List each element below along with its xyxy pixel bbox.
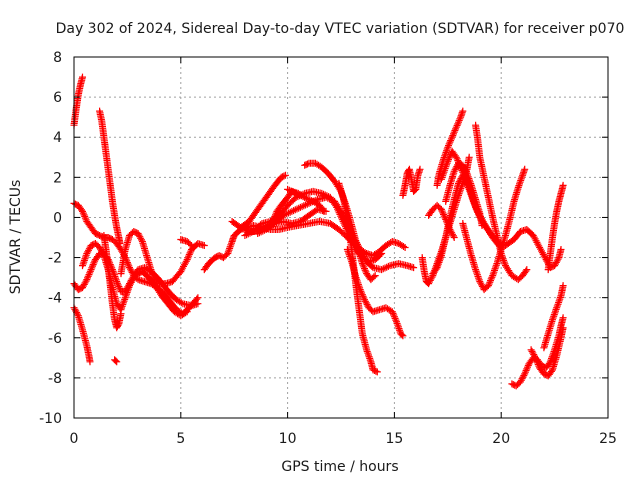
series-arc-9 (117, 228, 208, 288)
chart-title: Day 302 of 2024, Sidereal Day-to-day VTE… (56, 21, 625, 37)
series-markers (111, 356, 121, 366)
x-axis-label: GPS time / hours (281, 459, 398, 475)
series-markers (343, 246, 407, 340)
series-markers (433, 107, 467, 189)
series-arc-15 (254, 205, 330, 237)
series-arc-33 (544, 181, 567, 274)
x-tick-label: 15 (385, 431, 403, 447)
series-markers (540, 282, 567, 352)
y-tick-label: -4 (48, 291, 62, 307)
series-arc-32 (540, 282, 567, 352)
y-tick-label: 6 (53, 90, 62, 106)
series-markers (544, 181, 567, 274)
y-tick-label: -6 (48, 331, 62, 347)
y-tick-label: -2 (48, 251, 62, 267)
y-tick-label: -10 (39, 411, 62, 427)
y-tick-label: 4 (53, 130, 62, 146)
series-arc-7 (100, 232, 125, 332)
series-arc-17 (284, 185, 328, 215)
x-tick-label: 25 (599, 431, 617, 447)
series-arc-6 (96, 107, 124, 247)
x-tick-label: 5 (176, 431, 185, 447)
series-arc-29 (459, 165, 529, 294)
series-markers (237, 171, 289, 231)
y-tick-label: -8 (48, 371, 62, 387)
y-tick-label: 8 (53, 50, 62, 66)
series-markers (459, 165, 529, 294)
series-arc-20 (343, 246, 407, 340)
axis-ticks: 0 5 10 15 20 25 -10 -8 -6 -4 -2 0 2 4 6 8 (39, 50, 617, 447)
series-markers (96, 107, 124, 247)
series-arc-28 (472, 121, 531, 284)
series-arc-21 (399, 165, 424, 199)
series-markers (100, 232, 125, 332)
series-arc-25 (433, 107, 467, 189)
series-arc-13 (237, 171, 289, 231)
x-tick-label: 10 (279, 431, 297, 447)
series-markers (177, 236, 195, 249)
y-tick-label: 0 (53, 210, 62, 226)
series-markers (472, 121, 531, 284)
plot-frame (73, 56, 609, 419)
series-arc-10 (177, 236, 195, 249)
series-markers (284, 185, 328, 215)
series-markers (254, 205, 330, 237)
x-tick-label: 20 (492, 431, 510, 447)
x-tick-label: 0 (70, 431, 79, 447)
series-markers (117, 228, 208, 288)
y-axis-label: SDTVAR / TECUs (8, 180, 24, 295)
series-arc-8 (111, 356, 121, 366)
series-arc-31 (527, 324, 567, 380)
series-markers (399, 165, 424, 199)
y-tick-label: 2 (53, 170, 62, 186)
series-markers (527, 324, 567, 380)
